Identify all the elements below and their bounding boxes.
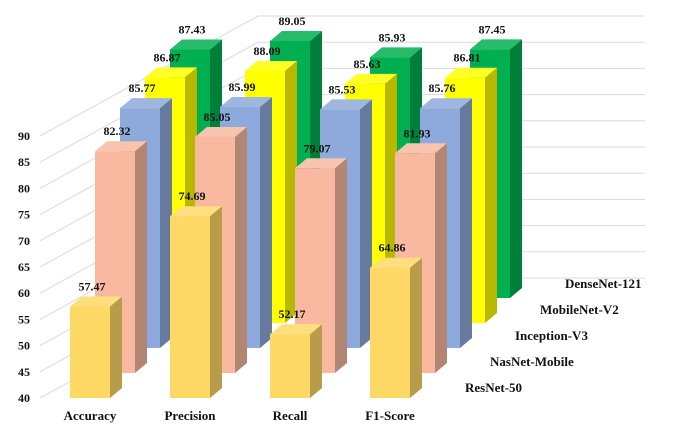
series-label: DenseNet-121 [565, 276, 642, 291]
gridline [39, 15, 645, 137]
bar-side [335, 158, 347, 373]
data-label: 85.53 [329, 82, 356, 96]
bar-side [510, 39, 522, 298]
y-tick-label: 70 [18, 234, 30, 248]
bar-top [345, 73, 397, 84]
category-label: F1-Score [365, 408, 415, 423]
data-label: 88.09 [254, 44, 281, 58]
y-tick-label: 60 [18, 286, 30, 300]
bar-top [95, 141, 147, 152]
bar-top [270, 30, 322, 41]
y-axis-ticks: 40 45 50 55 60 65 70 75 80 85 90 [18, 129, 30, 405]
bar-top [370, 257, 422, 268]
y-tick-label: 75 [18, 208, 30, 222]
data-label: 85.63 [354, 57, 381, 71]
bar-top [420, 98, 472, 109]
series-label: NasNet-Mobile [490, 354, 574, 369]
category-label: Accuracy [64, 408, 117, 423]
bar [370, 267, 410, 398]
category-label: Recall [273, 408, 308, 423]
bar-side [360, 99, 372, 349]
bar-side [310, 324, 322, 398]
y-tick-label: 55 [18, 312, 30, 326]
bar [270, 334, 310, 398]
data-label: 85.05 [204, 110, 231, 124]
bar-side [260, 97, 272, 349]
bar-top [395, 143, 447, 154]
data-label: 81.93 [404, 126, 431, 140]
bar-top [145, 67, 197, 78]
data-labels: 87.43 89.05 85.93 87.45 86.87 88.09 85.63 86.81… [79, 14, 506, 321]
bar-side [435, 143, 447, 373]
bar-side [285, 61, 297, 324]
y-tick-label: 45 [18, 365, 30, 379]
category-label: Precision [164, 408, 216, 423]
series-label: ResNet-50 [465, 380, 522, 395]
series-label: Inception-V3 [515, 328, 588, 343]
bar-side [410, 257, 422, 398]
bar-top [70, 296, 122, 307]
x-axis-categories: Accuracy Precision Recall F1-Score [64, 408, 415, 423]
data-label: 85.76 [429, 81, 456, 95]
bar-side [235, 126, 247, 373]
bar-top [270, 324, 322, 335]
bar-top [445, 67, 497, 78]
bar-top [295, 158, 347, 169]
bar-top [170, 39, 222, 50]
series-labels: ResNet-50 NasNet-Mobile Inception-V3 Mobile… [465, 276, 642, 395]
bar-side [210, 206, 222, 398]
bar-top [120, 98, 172, 109]
bar-top [195, 126, 247, 137]
data-label: 82.32 [104, 124, 131, 138]
bar-side [135, 141, 147, 373]
bar [70, 306, 110, 398]
y-tick-label: 90 [18, 129, 30, 143]
bar-top [170, 206, 222, 217]
bar-top [470, 39, 522, 50]
bar-top [245, 61, 297, 72]
series-label: MobileNet-V2 [540, 302, 619, 317]
y-tick-label: 40 [18, 391, 30, 405]
y-tick-label: 65 [18, 260, 30, 274]
bar-top [370, 47, 422, 58]
bar-side [485, 67, 497, 323]
data-label: 85.99 [229, 80, 256, 94]
data-label: 86.87 [154, 50, 181, 64]
y-tick-label: 80 [18, 181, 30, 195]
bar-side [160, 98, 172, 349]
bar [170, 216, 210, 398]
data-label: 85.93 [379, 30, 406, 44]
data-label: 86.81 [454, 51, 481, 65]
data-label: 74.69 [179, 189, 206, 203]
y-tick-label: 85 [18, 155, 30, 169]
data-label: 79.07 [304, 141, 331, 155]
data-label: 87.45 [479, 22, 506, 36]
data-label: 52.17 [279, 307, 306, 321]
data-label: 89.05 [279, 14, 306, 28]
chart-bars [70, 30, 522, 398]
y-tick-label: 50 [18, 339, 30, 353]
data-label: 87.43 [179, 22, 206, 36]
data-label: 64.86 [379, 241, 406, 255]
bar-side [110, 296, 122, 398]
data-label: 85.77 [129, 81, 156, 95]
bar-top [220, 97, 272, 108]
bar-top [320, 99, 372, 110]
bar-side [460, 98, 472, 349]
data-label: 57.47 [79, 279, 106, 293]
